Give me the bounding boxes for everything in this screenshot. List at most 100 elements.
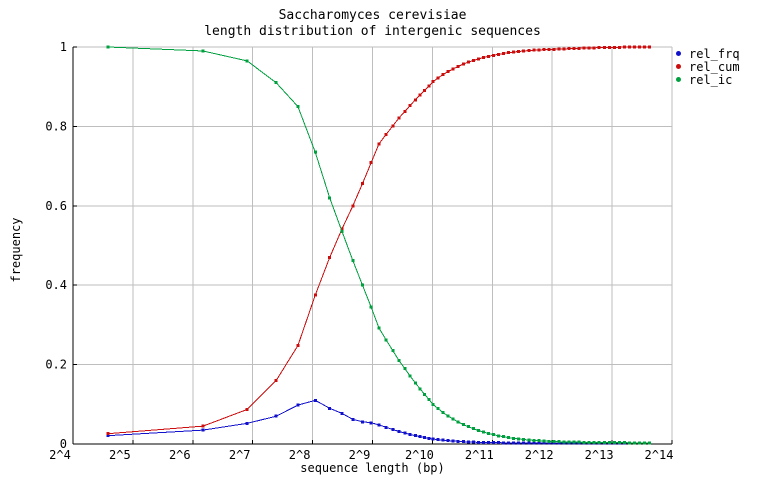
- series-marker-rel_frq: [369, 421, 373, 425]
- series-marker-rel_cum: [632, 45, 636, 49]
- series-marker-rel_ic: [423, 392, 427, 396]
- series-marker-rel_cum: [340, 227, 344, 231]
- series-marker-rel_cum: [587, 46, 591, 50]
- series-marker-rel_cum: [492, 53, 496, 57]
- series-marker-rel_frq: [351, 417, 355, 421]
- series-marker-rel_cum: [106, 432, 110, 436]
- series-marker-rel_frq: [360, 420, 364, 424]
- x-tick-label: 2^7: [229, 448, 251, 462]
- chart-title: Saccharomyces cerevisiae: [278, 8, 467, 23]
- series-marker-rel_ic: [492, 433, 496, 437]
- series-marker-rel_ic: [351, 259, 355, 263]
- series-marker-rel_frq: [486, 441, 490, 445]
- series-marker-rel_ic: [466, 425, 470, 429]
- series-marker-rel_ic: [547, 439, 551, 443]
- series-marker-rel_ic: [638, 441, 642, 445]
- series-marker-rel_frq: [106, 434, 110, 438]
- y-tick-label: 0.4: [45, 278, 67, 292]
- series-marker-rel_ic: [245, 59, 249, 63]
- series-marker-rel_ic: [597, 440, 601, 444]
- legend-marker-rel-frq-icon: [676, 51, 681, 56]
- series-marker-rel_ic: [403, 367, 407, 371]
- series-marker-rel_ic: [418, 387, 422, 391]
- series-marker-rel_frq: [340, 411, 344, 415]
- series-marker-rel_frq: [471, 440, 475, 444]
- series-marker-rel_frq: [391, 428, 395, 432]
- series-marker-rel_frq: [547, 441, 551, 445]
- series-marker-rel_cum: [384, 132, 388, 136]
- x-tick-label: 2^13: [585, 448, 614, 462]
- series-marker-rel_ic: [648, 441, 652, 445]
- series-marker-rel_cum: [562, 47, 566, 51]
- series-marker-rel_cum: [507, 51, 511, 55]
- series-marker-rel_frq: [466, 440, 470, 444]
- series-marker-rel_ic: [441, 411, 445, 415]
- series-marker-rel_frq: [397, 429, 401, 433]
- series-marker-rel_ic: [562, 440, 566, 444]
- series-marker-rel_cum: [577, 46, 581, 50]
- series-marker-rel_ic: [622, 441, 626, 445]
- series-marker-rel_ic: [408, 374, 412, 378]
- series-marker-rel_ic: [360, 283, 364, 287]
- series-marker-rel_cum: [403, 110, 407, 114]
- series-marker-rel_ic: [507, 436, 511, 440]
- series-marker-rel_frq: [418, 435, 422, 439]
- series-marker-rel_ic: [106, 45, 110, 49]
- legend-label-rel-frq: rel_frq: [689, 46, 740, 61]
- series-marker-rel_ic: [582, 440, 586, 444]
- series-marker-rel_cum: [456, 64, 460, 68]
- series-marker-rel_cum: [597, 46, 601, 50]
- series-marker-rel_frq: [456, 439, 460, 443]
- series-marker-rel_frq: [413, 434, 417, 438]
- series-marker-rel_ic: [446, 414, 450, 418]
- series-marker-rel_frq: [377, 423, 381, 427]
- series-marker-rel_cum: [427, 84, 431, 88]
- series-marker-rel_ic: [451, 417, 455, 421]
- series-marker-rel_cum: [441, 72, 445, 76]
- series-marker-rel_cum: [360, 182, 364, 186]
- series-marker-rel_frq: [502, 441, 506, 445]
- series-marker-rel_frq: [384, 425, 388, 429]
- x-tick-label: 2^12: [525, 448, 554, 462]
- x-axis-title: sequence length (bp): [300, 461, 445, 475]
- series-marker-rel_ic: [377, 326, 381, 330]
- series-marker-rel_ic: [617, 441, 621, 445]
- series-marker-rel_ic: [431, 402, 435, 406]
- chart-subtitle: length distribution of intergenic sequen…: [204, 24, 541, 39]
- series-marker-rel_frq: [451, 439, 455, 443]
- series-marker-rel_ic: [552, 439, 556, 443]
- series-marker-rel_cum: [617, 45, 621, 49]
- series-marker-rel_ic: [612, 441, 616, 445]
- series-marker-rel_cum: [423, 88, 427, 92]
- series-marker-rel_ic: [201, 49, 205, 53]
- series-marker-rel_cum: [476, 57, 480, 61]
- series-marker-rel_cum: [486, 54, 490, 58]
- x-tick-label: 2^6: [169, 448, 191, 462]
- series-marker-rel_cum: [245, 407, 249, 411]
- series-marker-rel_cum: [602, 46, 606, 50]
- series-marker-rel_frq: [446, 439, 450, 443]
- series-marker-rel_frq: [481, 440, 485, 444]
- y-tick-label: 0.8: [45, 119, 67, 133]
- series-marker-rel_cum: [397, 116, 401, 120]
- series-marker-rel_ic: [456, 420, 460, 424]
- series-marker-rel_ic: [632, 441, 636, 445]
- y-tick-label: 0.2: [45, 358, 67, 372]
- series-marker-rel_frq: [532, 441, 536, 445]
- series-marker-rel_cum: [471, 58, 475, 62]
- legend-item-rel-cum: rel_cum: [676, 60, 740, 74]
- series-marker-rel_ic: [369, 305, 373, 309]
- series-marker-rel_cum: [481, 56, 485, 60]
- x-tick-label: 2^10: [405, 448, 434, 462]
- series-marker-rel_cum: [547, 47, 551, 51]
- series-marker-rel_cum: [436, 76, 440, 80]
- series-marker-rel_cum: [572, 46, 576, 50]
- series-line-rel_cum: [107, 46, 650, 435]
- series-marker-rel_ic: [643, 441, 647, 445]
- series-marker-rel_ic: [572, 440, 576, 444]
- y-tick-label: 1: [60, 40, 67, 54]
- series-marker-rel_ic: [517, 437, 521, 441]
- x-tick-label: 2^5: [109, 448, 131, 462]
- series-marker-rel_ic: [557, 440, 561, 444]
- series-marker-rel_cum: [592, 46, 596, 50]
